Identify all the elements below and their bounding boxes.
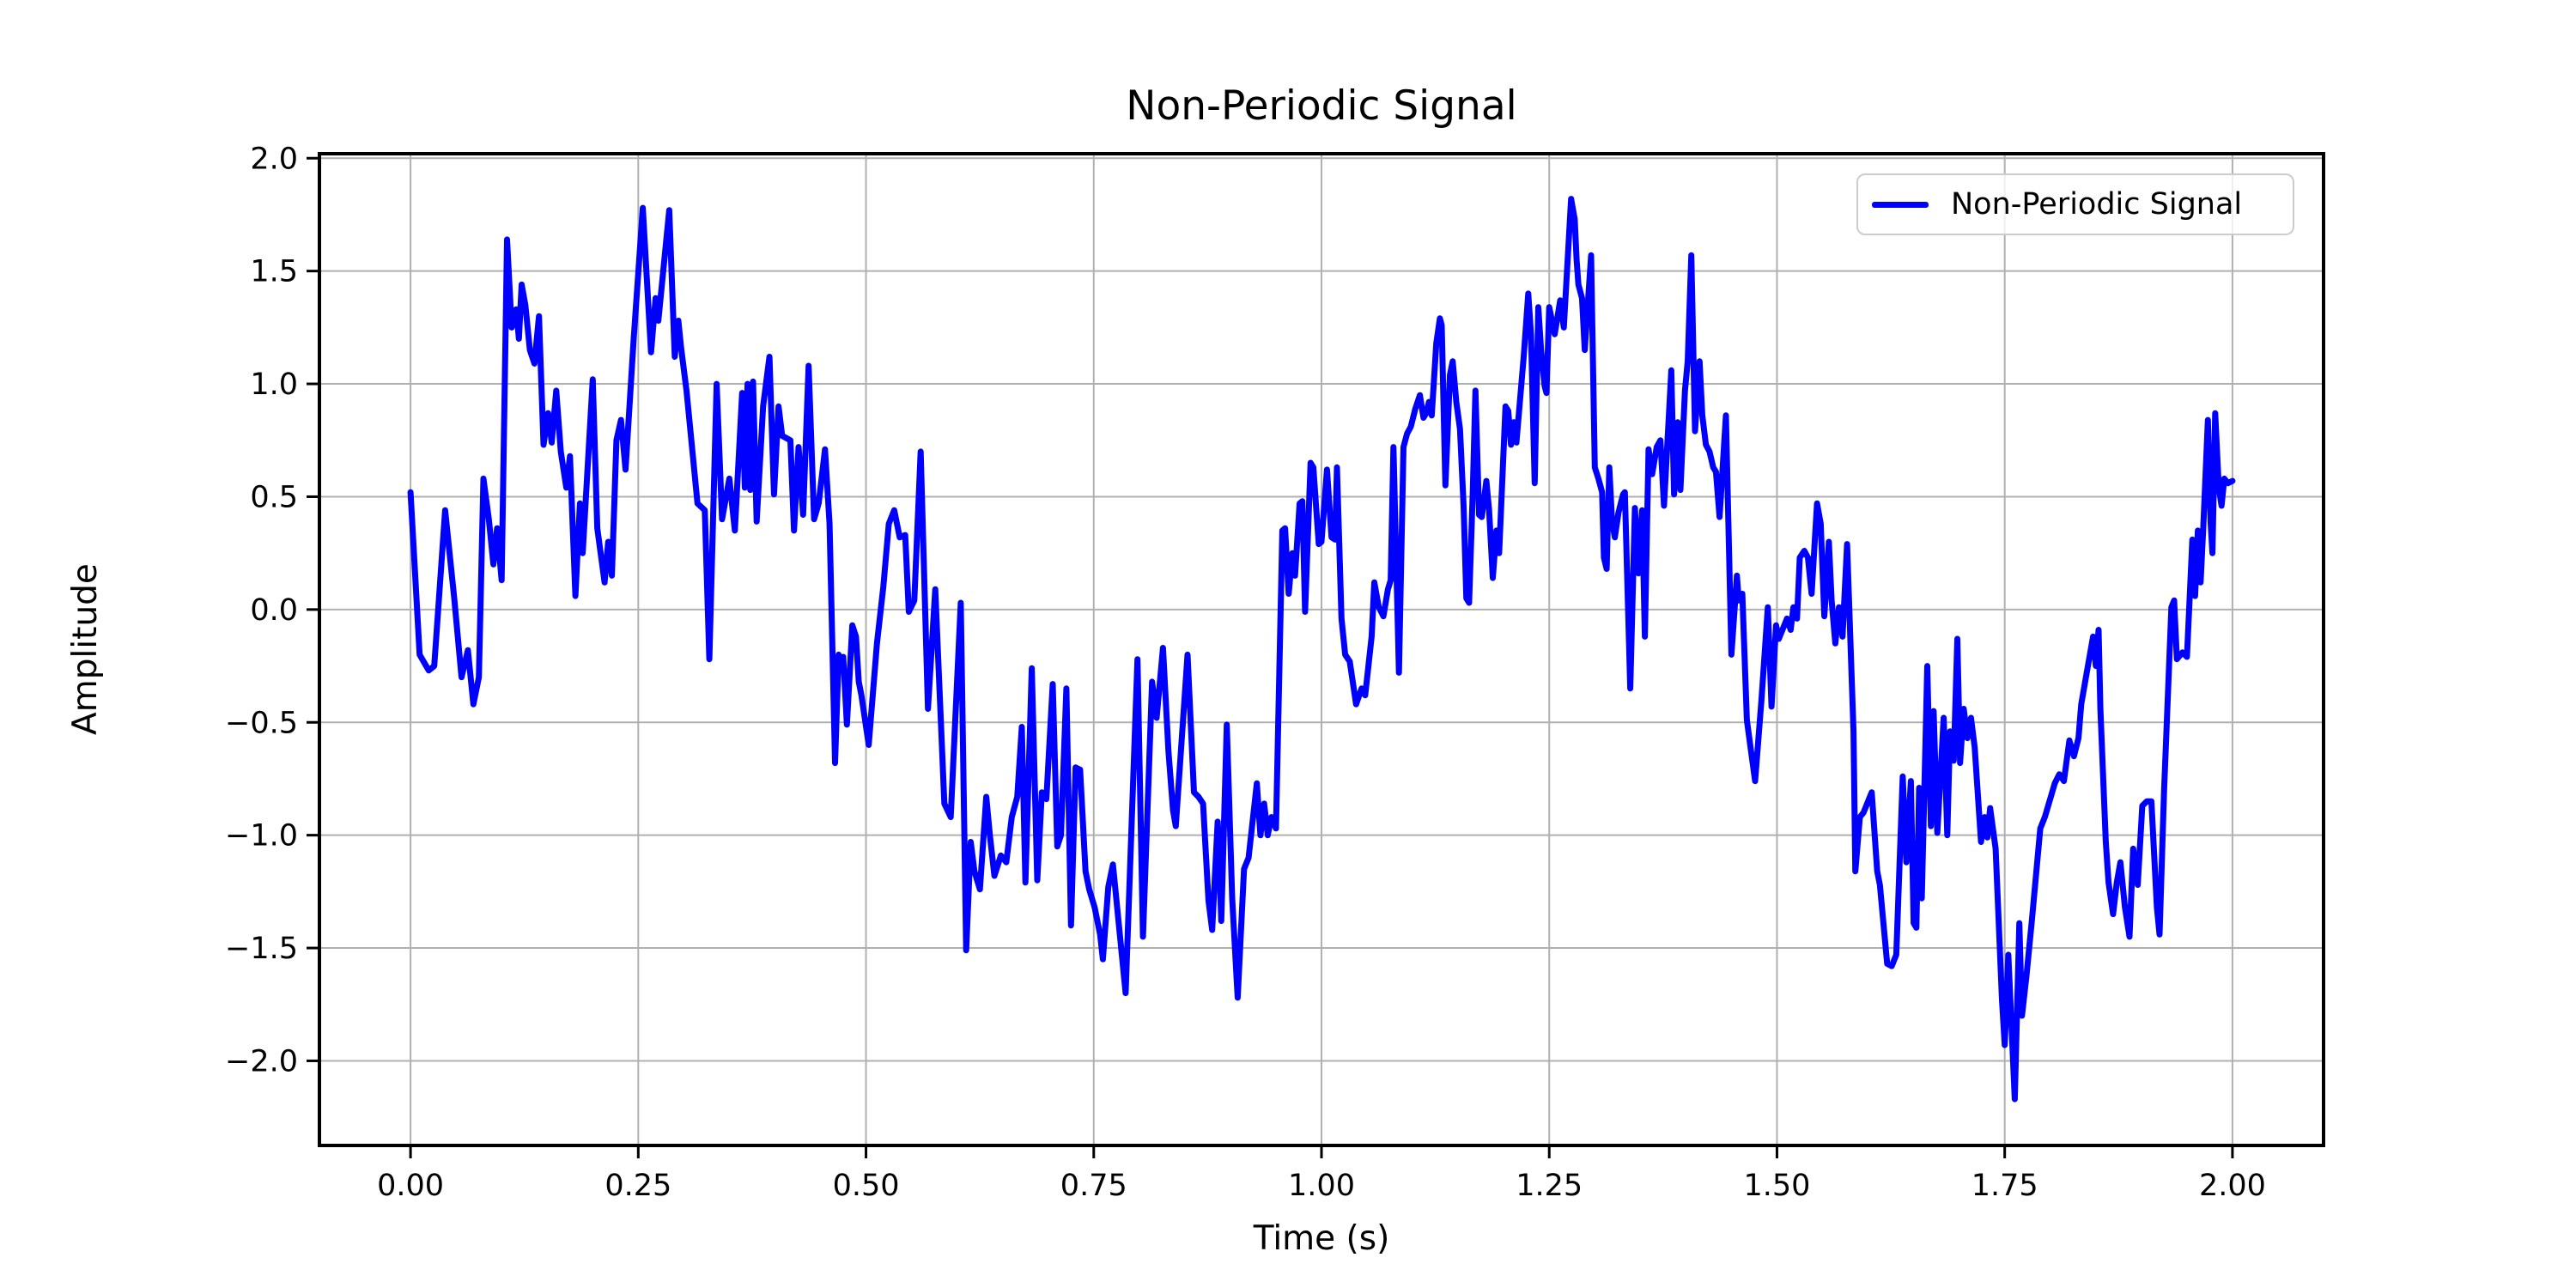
x-tick-label: 0.00: [377, 1169, 444, 1203]
x-tick-label: 1.50: [1743, 1169, 1810, 1203]
y-tick-label: 0.5: [250, 480, 298, 514]
legend-line-sample: [1872, 201, 1929, 208]
x-tick-labels: 0.00 0.25 0.50 0.75 1.00 1.25 1.50 1.75 2.00: [377, 1169, 2266, 1203]
y-tick-label: −1.5: [225, 932, 298, 966]
x-ticks: [409, 1145, 2234, 1158]
legend: Non-Periodic Signal: [1856, 173, 2294, 235]
x-tick-label: 0.25: [605, 1169, 671, 1203]
y-tick-label: −0.5: [225, 706, 298, 740]
y-tick-labels: 2.0 1.5 1.0 0.5 0.0 −0.5 −1.0 −1.5 −2.0: [225, 142, 298, 1078]
x-tick-label: 0.75: [1060, 1169, 1127, 1203]
x-tick-label: 1.00: [1288, 1169, 1355, 1203]
x-tick-label: 1.75: [1971, 1169, 2038, 1203]
y-tick-label: −2.0: [225, 1044, 298, 1078]
legend-label: Non-Periodic Signal: [1951, 187, 2243, 222]
x-tick-label: 0.50: [833, 1169, 900, 1203]
x-axis-label: Time (s): [1253, 1219, 1390, 1258]
y-tick-label: 1.5: [250, 255, 298, 289]
y-ticks: [307, 156, 319, 1062]
y-tick-label: 1.0: [250, 368, 298, 402]
chart-title: Non-Periodic Signal: [1126, 82, 1517, 130]
y-axis-label: Amplitude: [66, 563, 105, 735]
y-tick-label: 0.0: [250, 593, 298, 628]
y-tick-label: −1.0: [225, 819, 298, 854]
y-tick-label: 2.0: [250, 142, 298, 176]
x-tick-label: 2.00: [2199, 1169, 2266, 1203]
x-tick-label: 1.25: [1516, 1169, 1583, 1203]
series-line: [407, 196, 2236, 1103]
